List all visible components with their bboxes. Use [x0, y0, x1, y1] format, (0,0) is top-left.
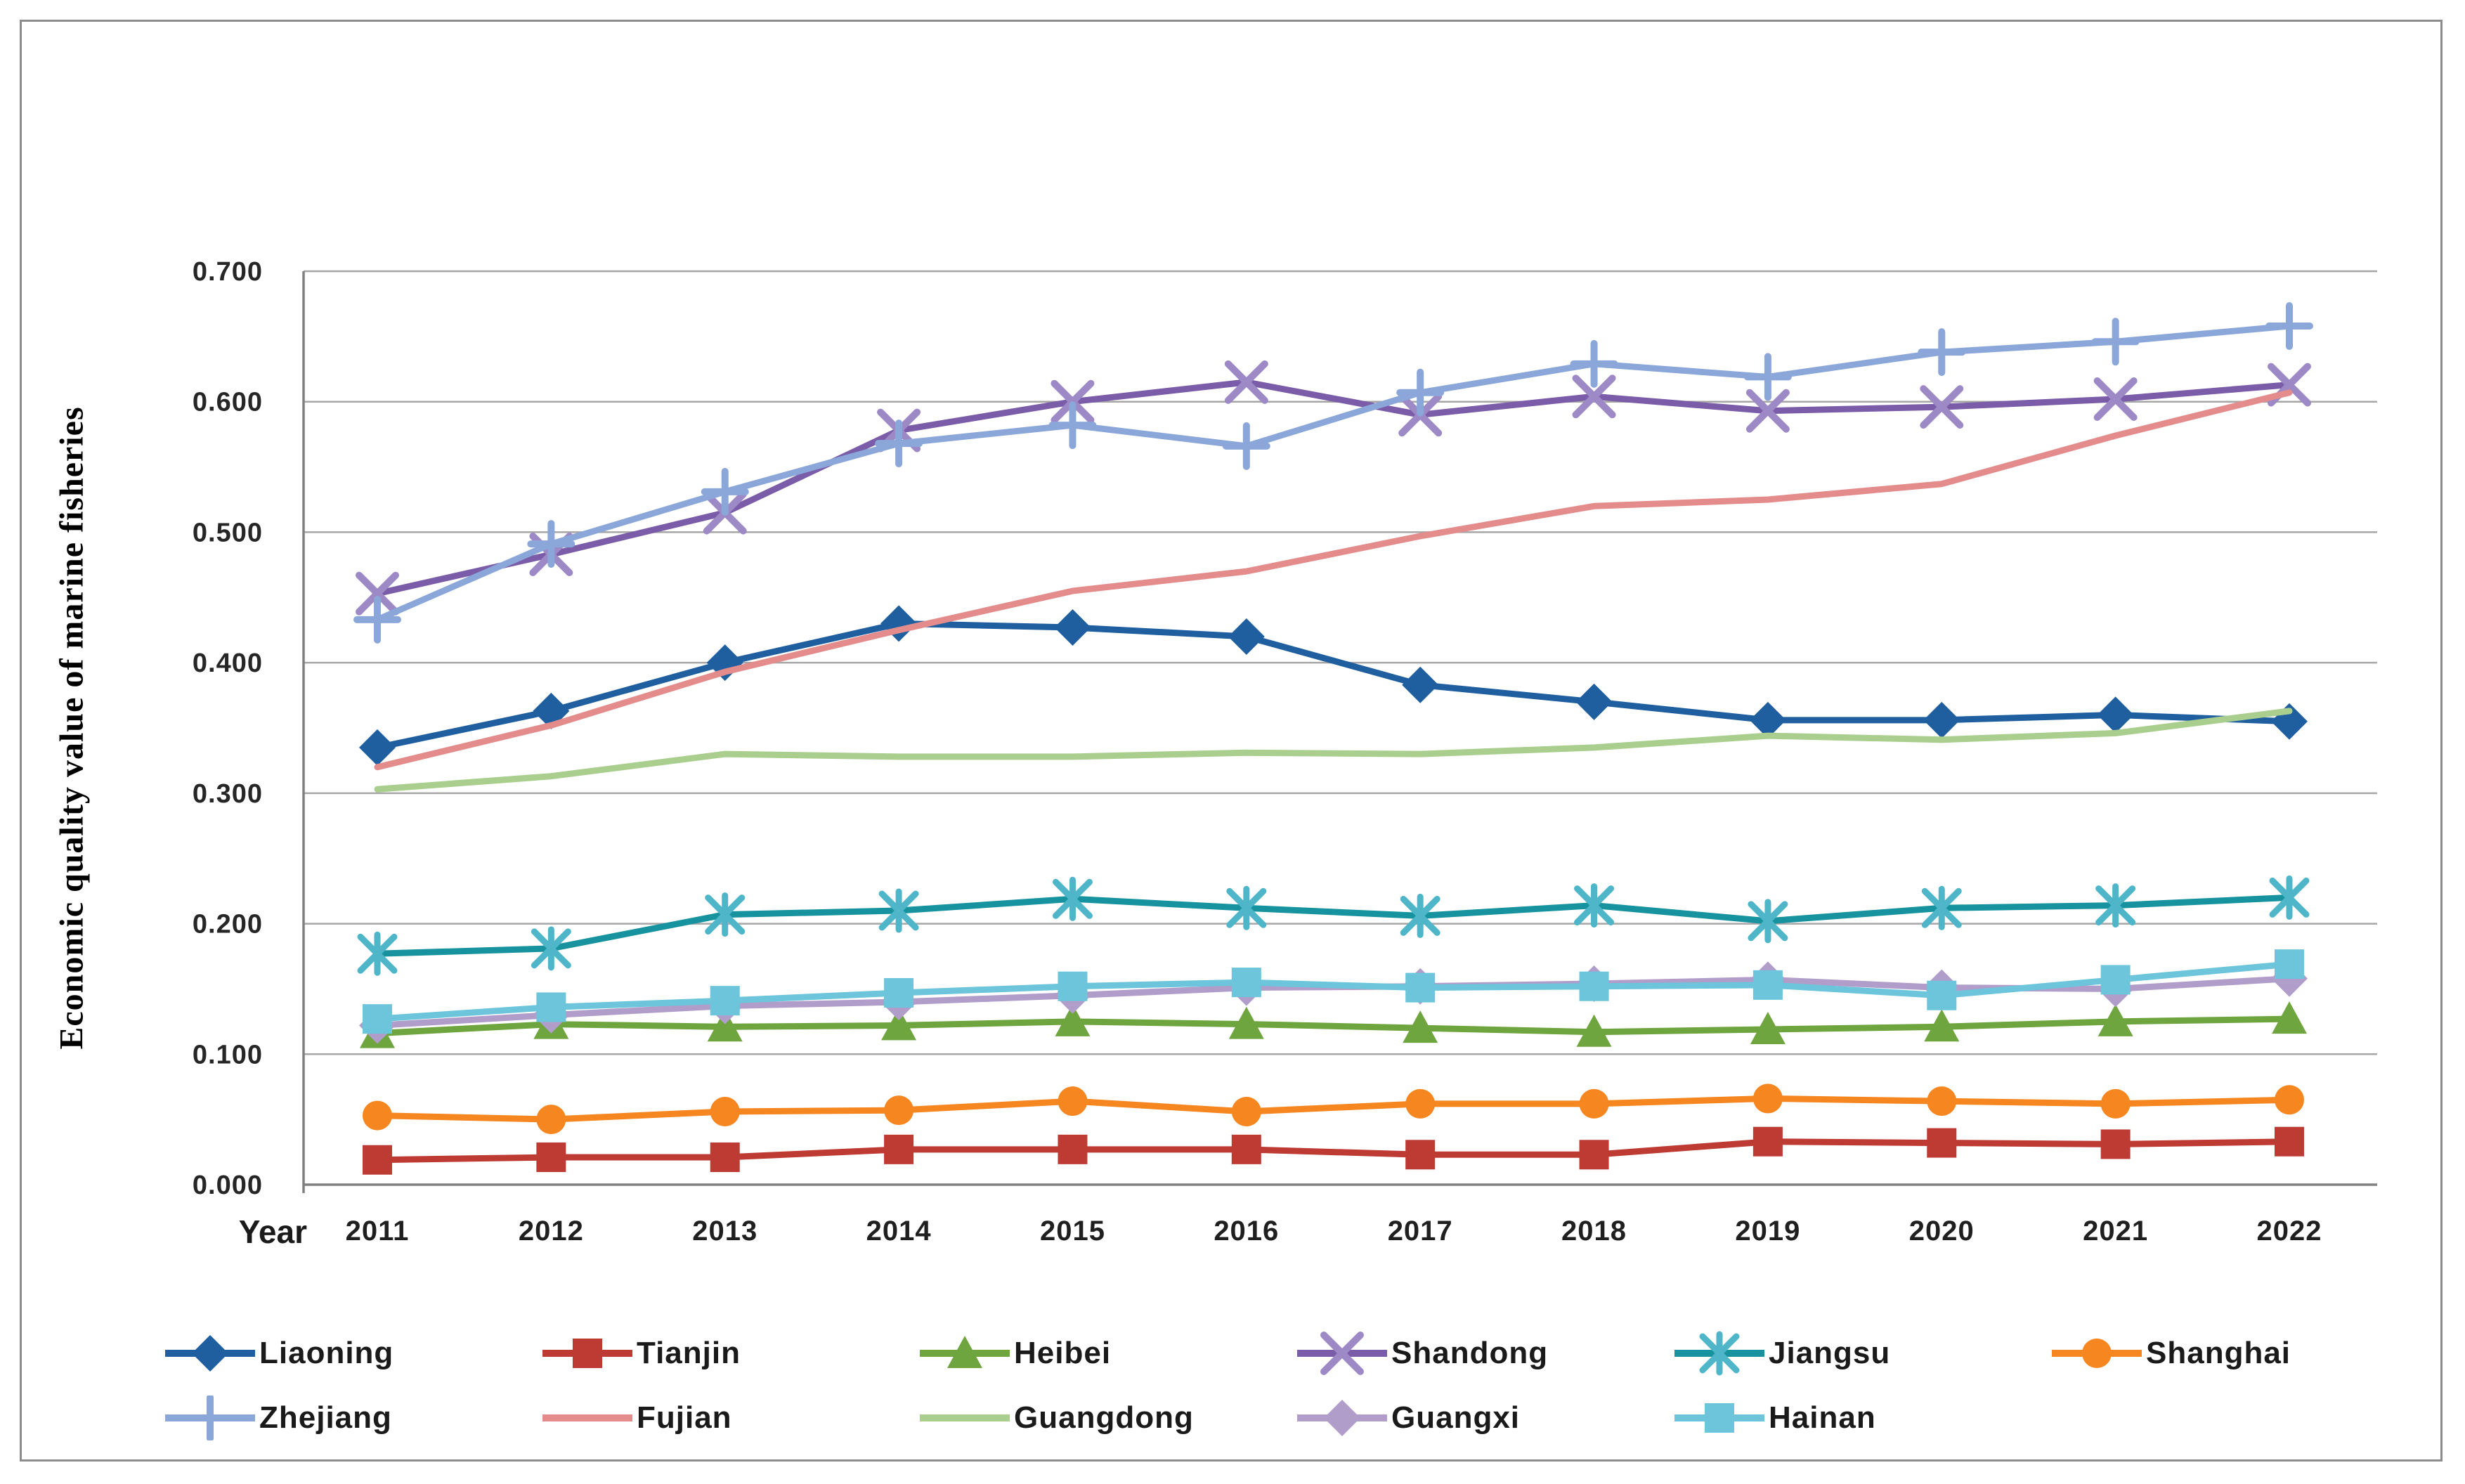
legend-label: Tianjin: [637, 1336, 741, 1370]
x-tick-label: 2020: [1909, 1216, 1975, 1247]
plus-marker-icon: [165, 1395, 255, 1440]
series-heibei: [360, 1001, 2307, 1048]
legend-item-shandong: Shandong: [1296, 1331, 1673, 1376]
plus-markers: [353, 302, 2313, 644]
line-marker-icon: [920, 1414, 1010, 1421]
series-zhejiang: [353, 302, 2313, 644]
legend-item-jiangsu: Jiangsu: [1673, 1331, 2050, 1376]
series-line: [374, 894, 2293, 957]
legend-label: Heibei: [1014, 1336, 1112, 1370]
series-line: [374, 620, 2293, 751]
x-tick-label: 2019: [1735, 1216, 1800, 1247]
legend-item-tianjin: Tianjin: [541, 1331, 918, 1376]
legend-item-liaoning: Liaoning: [164, 1331, 541, 1376]
series-jiangsu: [357, 875, 2310, 976]
square-marker-icon: [1674, 1403, 1764, 1433]
y-axis-title: Economic quality value of marine fisheri…: [53, 406, 91, 1050]
legend-item-zhejiang: Zhejiang: [164, 1395, 541, 1440]
legend-label: Jiangsu: [1769, 1336, 1891, 1370]
series-line: [374, 389, 2293, 771]
x-axis-tick-labels: 2011 2012 2013 2014 2015 2016 2017 2018 2019 2020…: [346, 1216, 2322, 1247]
series-line: [374, 1095, 2293, 1123]
x-tick-label: 2013: [692, 1216, 757, 1247]
x-tick-label: 2017: [1388, 1216, 1453, 1247]
x-tick-label: 2015: [1040, 1216, 1105, 1247]
asterisk-markers: [357, 875, 2310, 976]
y-tick-label: 0.000: [193, 1171, 263, 1200]
legend-item-guangxi: Guangxi: [1296, 1395, 1673, 1440]
series-shanghai: [363, 1083, 2304, 1135]
circle-marker-icon: [2052, 1339, 2142, 1368]
legend-label: Zhejiang: [259, 1400, 392, 1435]
x-tick-label: 2014: [866, 1216, 932, 1247]
square-markers: [363, 949, 2304, 1034]
triangle-marker-icon: [920, 1336, 1010, 1368]
legend-label: Hainan: [1769, 1400, 1876, 1435]
series-tianjin: [363, 1126, 2304, 1175]
series-hainan: [363, 949, 2304, 1034]
legend-item-hainan: Hainan: [1673, 1395, 2050, 1440]
legend-item-heibei: Heibei: [918, 1331, 1296, 1376]
series-liaoning: [359, 605, 2308, 766]
diamond-markers: [359, 605, 2308, 766]
series-line: [374, 379, 2293, 597]
x-tick-label: 2021: [2083, 1216, 2148, 1247]
series-line: [374, 1138, 2293, 1164]
x-tick-label: 2016: [1214, 1216, 1279, 1247]
line-marker-icon: [542, 1414, 632, 1421]
y-tick-label: 0.500: [193, 518, 263, 547]
x-tick-label: 2018: [1561, 1216, 1627, 1247]
circle-markers: [363, 1083, 2304, 1135]
legend-row: Liaoning Tianjin Heibei Shandong Jiangsu Shan…: [164, 1321, 2444, 1386]
series-line: [374, 323, 2293, 623]
diamond-marker-icon: [165, 1335, 255, 1372]
legend-item-guangdong: Guangdong: [918, 1395, 1296, 1440]
triangle-markers: [360, 1001, 2307, 1048]
x-axis-title: Year: [238, 1213, 307, 1250]
chart-legend: Liaoning Tianjin Heibei Shandong Jiangsu Shan…: [164, 1321, 2444, 1450]
x-tick-label: 2011: [346, 1216, 410, 1247]
y-tick-label: 0.400: [193, 649, 263, 678]
y-tick-label: 0.100: [193, 1040, 263, 1069]
legend-label: Shanghai: [2146, 1336, 2291, 1370]
square-marker-icon: [542, 1339, 632, 1368]
y-tick-label: 0.600: [193, 388, 263, 417]
diamond-marker-icon: [1297, 1400, 1387, 1436]
series-fujian: [374, 389, 2293, 771]
legend-label: Guangxi: [1391, 1400, 1521, 1435]
legend-label: Shandong: [1391, 1336, 1549, 1370]
y-tick-label: 0.700: [193, 257, 263, 287]
y-axis-tick-labels: 0.000 0.100 0.200 0.300 0.400 0.500 0.600 0.700: [193, 257, 263, 1200]
legend-label: Guangdong: [1014, 1400, 1194, 1435]
series-line: [374, 1015, 2293, 1037]
series-line: [374, 961, 2293, 1022]
series-guangdong: [374, 708, 2293, 793]
legend-label: Fujian: [637, 1400, 732, 1435]
gridlines: [304, 270, 2377, 1186]
legend-label: Liaoning: [259, 1336, 394, 1370]
x-marker-icon: [1297, 1332, 1387, 1375]
square-markers: [363, 1126, 2304, 1175]
x-tick-label: 2012: [519, 1216, 584, 1247]
x-tick-label: 2022: [2257, 1216, 2322, 1247]
asterisk-marker-icon: [1674, 1331, 1764, 1376]
legend-row: Zhejiang Fujian Guangdong Guangxi Hainan: [164, 1386, 2444, 1450]
series-line: [374, 708, 2293, 793]
legend-item-fujian: Fujian: [541, 1395, 918, 1440]
y-tick-label: 0.200: [193, 910, 263, 939]
legend-item-shanghai: Shanghai: [2050, 1331, 2428, 1376]
y-tick-label: 0.300: [193, 779, 263, 809]
